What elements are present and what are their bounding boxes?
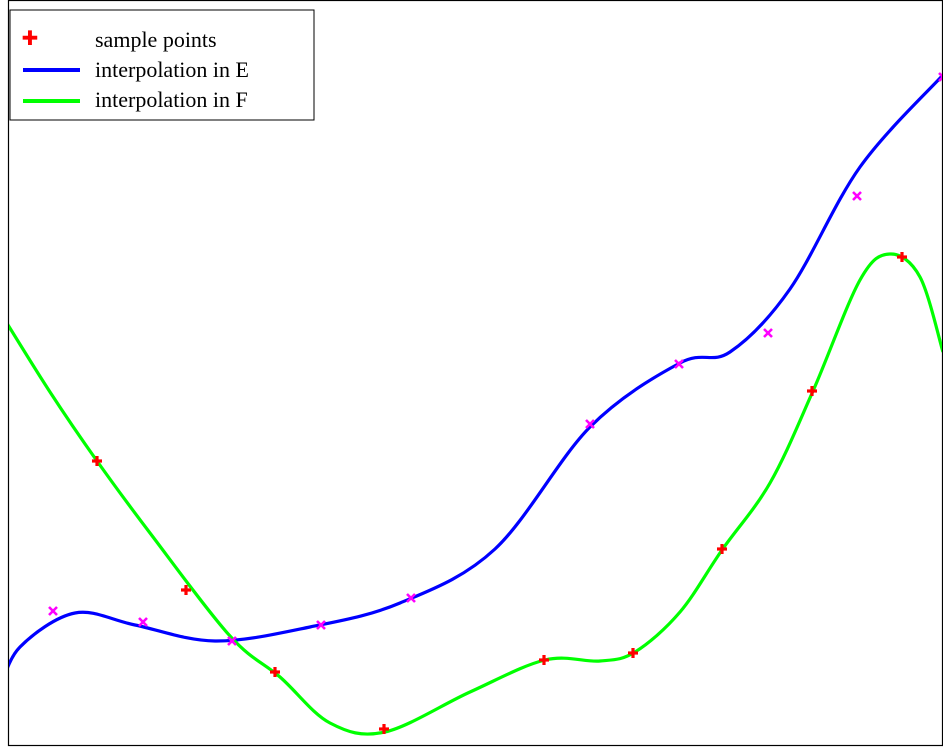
series-line-interp-f xyxy=(9,252,942,736)
sample-point-2 xyxy=(270,667,280,677)
series-layer xyxy=(9,72,942,736)
sample-point-0 xyxy=(92,456,102,466)
legend: ✚ sample points interpolation in E inter… xyxy=(9,9,315,121)
series-line-interp-e xyxy=(9,73,942,669)
sample-point-6 xyxy=(717,544,727,554)
point-interp-e-8 xyxy=(852,191,862,201)
legend-label-sample-points: sample points xyxy=(95,27,217,52)
point-interp-e-5 xyxy=(585,419,595,429)
point-interp-e-6 xyxy=(674,359,684,369)
plot-frame xyxy=(7,0,943,747)
point-interp-e-1 xyxy=(138,617,148,627)
legend-plus-icon: ✚ xyxy=(22,26,39,50)
legend-item-interp-e: interpolation in E xyxy=(23,57,249,82)
point-interp-e-2 xyxy=(227,636,237,646)
sample-point-1 xyxy=(181,585,191,595)
point-interp-e-3 xyxy=(316,620,326,630)
sample-point-7 xyxy=(807,386,817,396)
sample-point-5 xyxy=(628,648,638,658)
point-interp-e-0 xyxy=(48,606,58,616)
legend-label-interp-e: interpolation in E xyxy=(95,57,249,82)
legend-label-interp-f: interpolation in F xyxy=(95,87,248,112)
sample-point-3 xyxy=(379,724,389,734)
sample-point-8 xyxy=(897,252,907,262)
point-interp-e-4 xyxy=(406,593,416,603)
point-interp-e-9 xyxy=(938,72,942,82)
sample-point-4 xyxy=(539,655,549,665)
point-interp-e-7 xyxy=(763,328,773,338)
legend-item-sample-points: ✚ sample points xyxy=(22,26,217,52)
legend-item-interp-f: interpolation in F xyxy=(23,87,248,112)
